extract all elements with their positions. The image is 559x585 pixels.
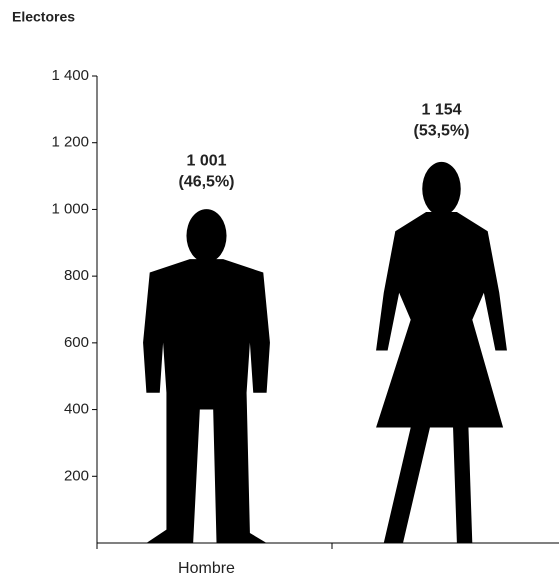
value-label: 1 154 (421, 101, 461, 118)
share-label: (53,5%) (413, 122, 469, 139)
figure (143, 209, 270, 543)
y-tick-label: 800 (64, 267, 89, 284)
share-label: (46,5%) (178, 173, 234, 190)
x-tick-label: Hombre (178, 560, 235, 577)
y-tick-label: 1 000 (51, 200, 89, 217)
y-tick-label: 1 400 (51, 67, 89, 84)
chart-title: Electores (12, 9, 75, 25)
y-tick-label: 600 (64, 334, 89, 351)
y-tick-label: 400 (64, 401, 89, 418)
value-label: 1 001 (186, 152, 226, 169)
y-tick-label: 1 200 (51, 134, 89, 151)
y-tick-label: 200 (64, 467, 89, 484)
figure (376, 161, 507, 543)
